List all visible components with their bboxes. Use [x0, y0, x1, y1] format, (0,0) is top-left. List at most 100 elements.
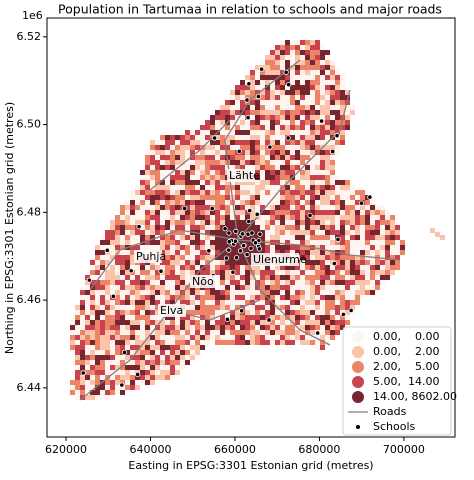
population-cell: [235, 100, 240, 105]
population-cell: [135, 270, 140, 275]
population-cell: [275, 235, 280, 240]
population-cell: [335, 100, 340, 105]
population-cell: [120, 310, 125, 315]
population-cell: [205, 325, 210, 330]
population-cell: [390, 220, 395, 225]
population-cell: [120, 240, 125, 245]
population-cell: [280, 325, 285, 330]
population-cell: [145, 320, 150, 325]
population-cell: [185, 235, 190, 240]
population-cell: [240, 195, 245, 200]
population-cell: [115, 275, 120, 280]
population-cell: [145, 270, 150, 275]
population-cell: [320, 280, 325, 285]
population-cell: [125, 325, 130, 330]
population-cell: [230, 340, 235, 345]
population-cell: [180, 155, 185, 160]
population-cell: [205, 265, 210, 270]
population-cell: [255, 250, 260, 255]
population-cell: [180, 145, 185, 150]
population-cell: [345, 185, 350, 190]
population-cell: [290, 110, 295, 115]
population-cell: [255, 190, 260, 195]
population-cell: [180, 250, 185, 255]
population-cell: [200, 230, 205, 235]
population-cell: [80, 335, 85, 340]
population-cell: [265, 100, 270, 105]
population-cell: [140, 355, 145, 360]
population-cell: [355, 190, 360, 195]
population-cell: [310, 195, 315, 200]
population-cell: [190, 195, 195, 200]
population-cell: [155, 210, 160, 215]
population-cell: [190, 255, 195, 260]
population-cell: [125, 315, 130, 320]
population-cell: [325, 335, 330, 340]
population-cell: [375, 260, 380, 265]
population-cell: [100, 305, 105, 310]
population-cell: [155, 145, 160, 150]
population-cell: [170, 365, 175, 370]
population-cell: [305, 150, 310, 155]
population-cell: [280, 85, 285, 90]
population-cell: [295, 125, 300, 130]
population-cell: [145, 165, 150, 170]
population-cell: [170, 325, 175, 330]
population-cell: [345, 230, 350, 235]
population-cell: [165, 175, 170, 180]
population-cell: [295, 265, 300, 270]
population-cell: [260, 340, 265, 345]
population-cell: [155, 275, 160, 280]
population-cell: [205, 195, 210, 200]
population-cell: [200, 235, 205, 240]
population-cell: [160, 290, 165, 295]
population-cell: [280, 205, 285, 210]
population-cell: [230, 165, 235, 170]
population-cell: [90, 360, 95, 365]
population-cell: [165, 255, 170, 260]
population-cell: [260, 190, 265, 195]
population-cell: [205, 180, 210, 185]
population-cell: [315, 145, 320, 150]
population-cell: [260, 275, 265, 280]
population-cell: [205, 170, 210, 175]
population-cell: [365, 235, 370, 240]
population-cell: [260, 155, 265, 160]
population-cell: [280, 320, 285, 325]
population-cell: [330, 280, 335, 285]
population-cell: [210, 210, 215, 215]
population-cell: [295, 145, 300, 150]
population-cell: [300, 100, 305, 105]
population-cell: [75, 375, 80, 380]
population-cell: [185, 205, 190, 210]
population-cell: [300, 200, 305, 205]
population-cell: [300, 175, 305, 180]
population-cell: [210, 260, 215, 265]
population-cell: [145, 345, 150, 350]
population-cell: [95, 270, 100, 275]
population-cell: [235, 290, 240, 295]
population-cell: [290, 100, 295, 105]
population-cell: [210, 190, 215, 195]
population-cell: [220, 230, 225, 235]
population-cell: [285, 330, 290, 335]
school: [245, 115, 251, 121]
population-cell: [240, 140, 245, 145]
population-cell: [175, 195, 180, 200]
population-cell: [155, 310, 160, 315]
population-cell: [120, 320, 125, 325]
population-cell: [355, 220, 360, 225]
population-cell: [150, 140, 155, 145]
population-cell: [295, 160, 300, 165]
population-cell: [365, 275, 370, 280]
population-cell: [305, 60, 310, 65]
population-cell: [90, 365, 95, 370]
population-cell: [140, 180, 145, 185]
population-cell: [90, 300, 95, 305]
population-cell: [310, 105, 315, 110]
population-cell: [225, 105, 230, 110]
population-cell: [95, 315, 100, 320]
population-cell: [160, 160, 165, 165]
population-cell: [110, 315, 115, 320]
population-cell: [310, 90, 315, 95]
